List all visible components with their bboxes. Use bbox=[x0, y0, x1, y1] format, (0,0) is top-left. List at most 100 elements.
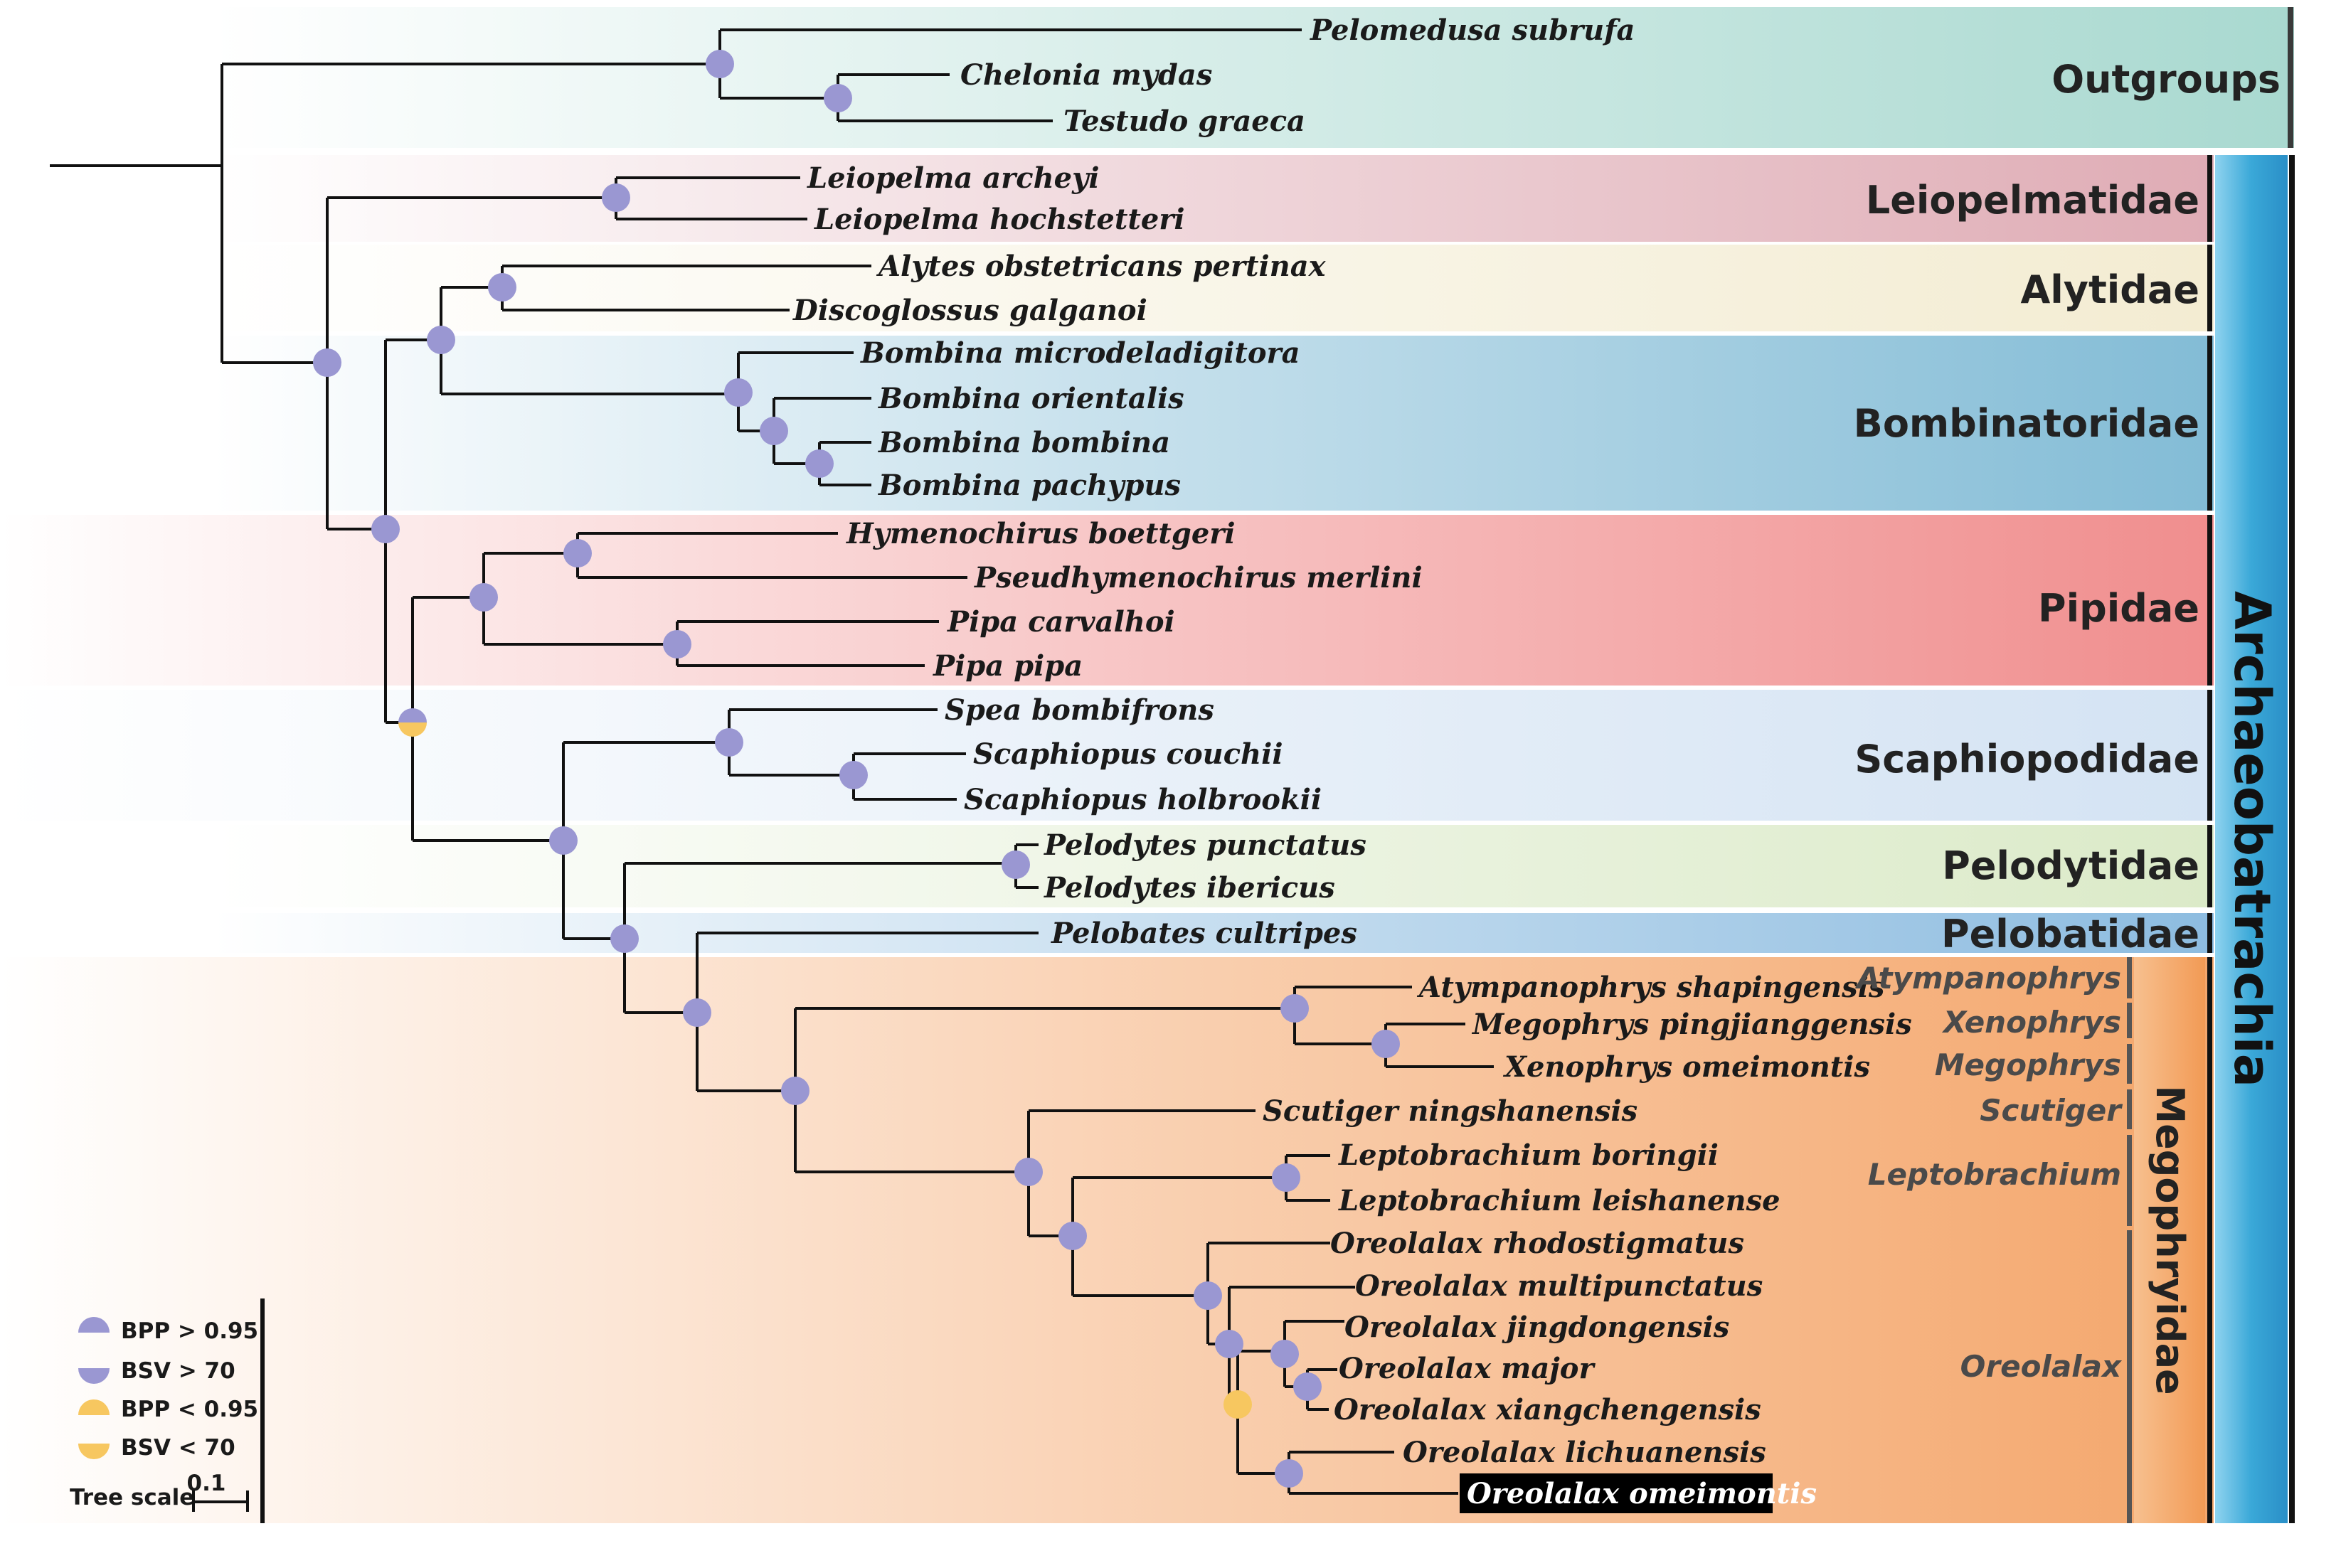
clade-bars bbox=[2127, 7, 2295, 1523]
genus-label: Xenophrys bbox=[1941, 1005, 2121, 1040]
legend-divider bbox=[260, 1298, 265, 1523]
family-label-pelobatidae: Pelobatidae bbox=[1941, 912, 2199, 956]
archaeobatrachia-bar bbox=[2215, 155, 2288, 1523]
node-dot bbox=[610, 924, 639, 953]
legend-item-bpp-high: BPP > 0.95 bbox=[78, 1317, 258, 1344]
taxon-label: Testudo graeca bbox=[1063, 105, 1305, 138]
genus-bracket-oreolalax bbox=[2127, 1230, 2132, 1523]
taxon-label: Pelodytes punctatus bbox=[1044, 828, 1366, 862]
node-marker bbox=[1293, 1372, 1322, 1401]
node-marker bbox=[549, 826, 578, 855]
genus-bracket-scutiger bbox=[2127, 1089, 2132, 1129]
node-dot bbox=[706, 50, 734, 78]
family-label-bombinatoridae: Bombinatoridae bbox=[1854, 401, 2199, 446]
taxon-label: Pelomedusa subrufa bbox=[1310, 14, 1635, 47]
bracket-leiopelmatidae bbox=[2207, 155, 2212, 242]
node-dot bbox=[805, 449, 834, 478]
family-label-outgroups: Outgroups bbox=[2051, 57, 2281, 102]
taxon-label: Leptobrachium boringii bbox=[1338, 1138, 1719, 1172]
node-dot bbox=[469, 583, 498, 612]
highlight-box bbox=[1460, 1473, 1773, 1513]
node-marker bbox=[1280, 994, 1309, 1023]
taxon-label: Spea bombifrons bbox=[945, 693, 1214, 727]
node-dot bbox=[1058, 1222, 1087, 1250]
bracket-bombinatoridae bbox=[2207, 336, 2212, 511]
node-markers bbox=[313, 50, 1400, 1488]
band-pelobatidae bbox=[213, 913, 2214, 953]
node-marker bbox=[1275, 1459, 1303, 1488]
family-bands bbox=[0, 7, 2294, 1523]
genus-label: Atympanophrys bbox=[1854, 961, 2121, 996]
node-marker bbox=[1014, 1158, 1043, 1186]
taxon-label: Discoglossus galganoi bbox=[792, 294, 1147, 327]
taxon-label: Atympanophrys shapingensis bbox=[1416, 971, 1884, 1004]
node-dot bbox=[563, 539, 592, 567]
node-dot bbox=[683, 998, 711, 1027]
genus-label: Scutiger bbox=[1980, 1093, 2123, 1128]
bracket-pelobatidae bbox=[2207, 913, 2212, 953]
node-dot bbox=[427, 326, 455, 354]
node-dot bbox=[1194, 1281, 1222, 1310]
node-dot-low bbox=[1223, 1390, 1252, 1419]
node-dot-lower bbox=[398, 722, 427, 737]
node-marker bbox=[805, 449, 834, 478]
node-marker bbox=[663, 630, 691, 658]
node-marker bbox=[371, 515, 400, 543]
archaeobatrachia-label: Archaeobatrachia bbox=[2223, 591, 2281, 1087]
node-marker bbox=[313, 348, 341, 377]
node-marker bbox=[610, 924, 639, 953]
legend-label: BPP < 0.95 bbox=[121, 1397, 258, 1422]
taxon-label: Oreolalax rhodostigmatus bbox=[1330, 1227, 1744, 1260]
band-scaphiopodidae bbox=[0, 690, 2214, 821]
node-dot bbox=[839, 761, 868, 789]
taxon-label: Bombina orientalis bbox=[878, 382, 1184, 415]
node-marker bbox=[1371, 1030, 1400, 1058]
node-dot bbox=[663, 630, 691, 658]
node-marker bbox=[1194, 1281, 1222, 1310]
node-dot bbox=[1293, 1372, 1322, 1401]
bracket-pelodytidae bbox=[2207, 825, 2212, 907]
node-marker bbox=[469, 583, 498, 612]
legend-item-bsv-high: BSV > 70 bbox=[78, 1358, 235, 1384]
family-label-alytidae: Alytidae bbox=[2020, 267, 2199, 312]
bracket-archaeobatrachia bbox=[2289, 155, 2295, 1523]
genus-label: Leptobrachium bbox=[1868, 1157, 2121, 1192]
genus-bracket-xenophrys bbox=[2127, 1003, 2132, 1038]
band-megophryidae bbox=[0, 957, 2214, 1523]
taxon-label: Megophrys pingjianggensis bbox=[1471, 1008, 1912, 1041]
band-pipidae bbox=[0, 515, 2214, 686]
taxon-label: Oreolalax multipunctatus bbox=[1355, 1269, 1763, 1303]
node-marker bbox=[563, 539, 592, 567]
node-dot bbox=[1215, 1330, 1243, 1358]
taxon-label: Bombina pachypus bbox=[878, 469, 1181, 502]
taxon-label: Alytes obstetricans pertinax bbox=[876, 250, 1327, 283]
band-alytidae bbox=[213, 245, 2214, 331]
node-marker bbox=[760, 417, 788, 445]
node-marker bbox=[715, 728, 743, 757]
bracket-alytidae bbox=[2207, 245, 2212, 331]
legend-label: BPP > 0.95 bbox=[121, 1318, 258, 1344]
family-labels: Outgroups Leiopelmatidae Alytidae Bombin… bbox=[1854, 57, 2281, 956]
taxon-label: Pseudhymenochirus merlini bbox=[974, 561, 1423, 594]
node-marker bbox=[1002, 850, 1030, 879]
taxon-label: Oreolalax xiangchengensis bbox=[1334, 1393, 1761, 1426]
taxon-label: Pipa carvalhoi bbox=[947, 605, 1175, 639]
node-marker bbox=[706, 50, 734, 78]
family-label-scaphiopodidae: Scaphiopodidae bbox=[1854, 737, 2199, 782]
family-label-pelodytidae: Pelodytidae bbox=[1942, 843, 2199, 888]
highlighted-taxon-label: Oreolalax omeimontis bbox=[1467, 1477, 1817, 1510]
taxon-label: Pipa pipa bbox=[933, 649, 1083, 683]
bracket-megophryidae bbox=[2207, 957, 2212, 1523]
bracket-pipidae bbox=[2207, 515, 2212, 686]
node-marker bbox=[1272, 1163, 1300, 1192]
legend: BPP > 0.95 BSV > 70 BPP < 0.95 BSV < 70 … bbox=[70, 1298, 265, 1523]
megophryidae-bar bbox=[2134, 957, 2205, 1523]
legend-item-bpp-low: BPP < 0.95 bbox=[78, 1397, 258, 1422]
taxon-label: Leiopelma hochstetteri bbox=[814, 203, 1185, 236]
node-dot bbox=[549, 826, 578, 855]
node-marker bbox=[1215, 1330, 1243, 1358]
taxon-label: Bombina bombina bbox=[878, 426, 1170, 459]
node-dot bbox=[1280, 994, 1309, 1023]
node-dot bbox=[760, 417, 788, 445]
genus-label: Megophrys bbox=[1935, 1047, 2121, 1082]
